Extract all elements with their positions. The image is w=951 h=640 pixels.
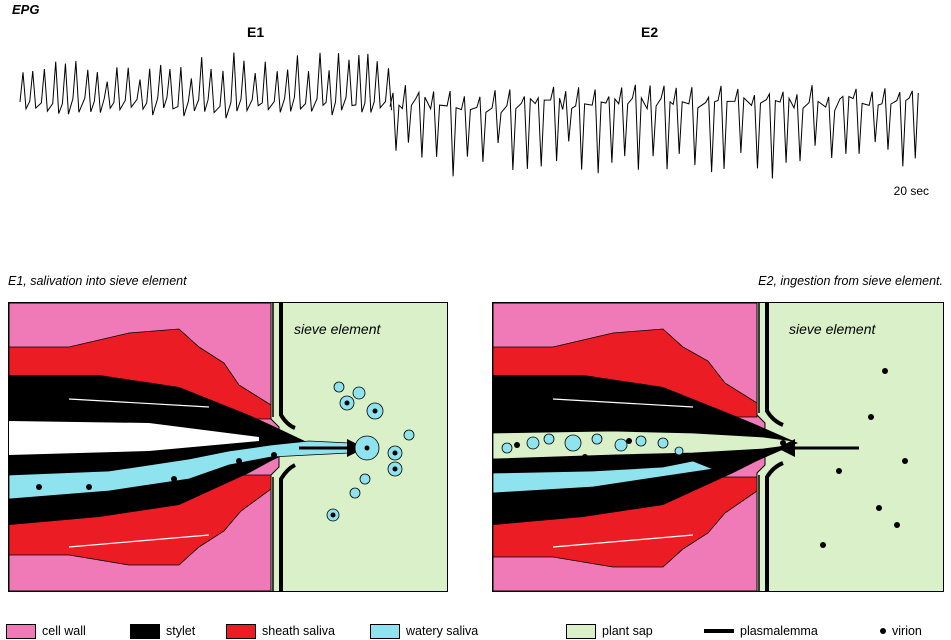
saliva-droplets — [326, 381, 415, 522]
watery-saliva-swatch — [370, 623, 400, 639]
cell-wall-swatch — [6, 623, 36, 639]
legend-cell-wall: cell wall — [6, 623, 86, 639]
virions — [514, 368, 908, 548]
right-sieve-element-label: sieve element — [789, 321, 876, 337]
e2-ingestion-panel: sieve element — [492, 302, 944, 592]
epg-trace-e1 — [19, 52, 392, 119]
legend-plant-sap-label: plant sap — [602, 624, 653, 638]
legend-cell-wall-label: cell wall — [42, 624, 86, 638]
legend-watery-saliva: watery saliva — [370, 623, 478, 639]
legend-plasmalemma: plasmalemma — [704, 623, 818, 639]
legend-stylet-label: stylet — [166, 624, 196, 638]
plasmalemma-swatch — [704, 629, 734, 633]
saliva-droplets-in-canal — [501, 433, 684, 456]
legend-sheath-saliva-label: sheath saliva — [262, 624, 335, 638]
legend-virion-label: virion — [892, 624, 922, 638]
plasmalemma-line — [279, 303, 296, 591]
virions — [36, 400, 398, 518]
legend-stylet: stylet — [130, 623, 195, 639]
epg-label: EPG — [12, 2, 40, 17]
left-sieve-element-label: sieve element — [294, 321, 381, 337]
phase-e1-label: E1 — [247, 24, 265, 40]
epg-trace-e2 — [389, 84, 919, 179]
plant-sap-swatch — [566, 623, 596, 639]
legend-plasmalemma-label: plasmalemma — [740, 624, 818, 638]
epg-waveform — [19, 52, 919, 179]
e1-salivation-panel: sieve element — [8, 302, 448, 592]
legend-plant-sap: plant sap — [566, 623, 653, 639]
sheath-saliva-swatch — [226, 623, 256, 639]
time-scale-label: 20 sec — [893, 184, 929, 198]
phase-e2-label: E2 — [641, 24, 659, 40]
watery-saliva-channel — [493, 460, 715, 494]
ingestion-arrow — [777, 439, 795, 457]
legend-sheath-saliva: sheath saliva — [226, 623, 335, 639]
virion-swatch — [880, 628, 886, 634]
legend-watery-saliva-label: watery saliva — [406, 624, 479, 638]
legend: cell wall stylet sheath saliva watery sa… — [0, 616, 951, 640]
left-panel-caption: E1, salivation into sieve element — [8, 274, 187, 288]
plasmalemma-line — [765, 303, 784, 591]
food-canal — [9, 421, 259, 455]
stylet-swatch — [130, 623, 160, 639]
right-panel-caption: E2, ingestion from sieve element. — [758, 274, 943, 288]
legend-virion: virion — [880, 623, 922, 639]
